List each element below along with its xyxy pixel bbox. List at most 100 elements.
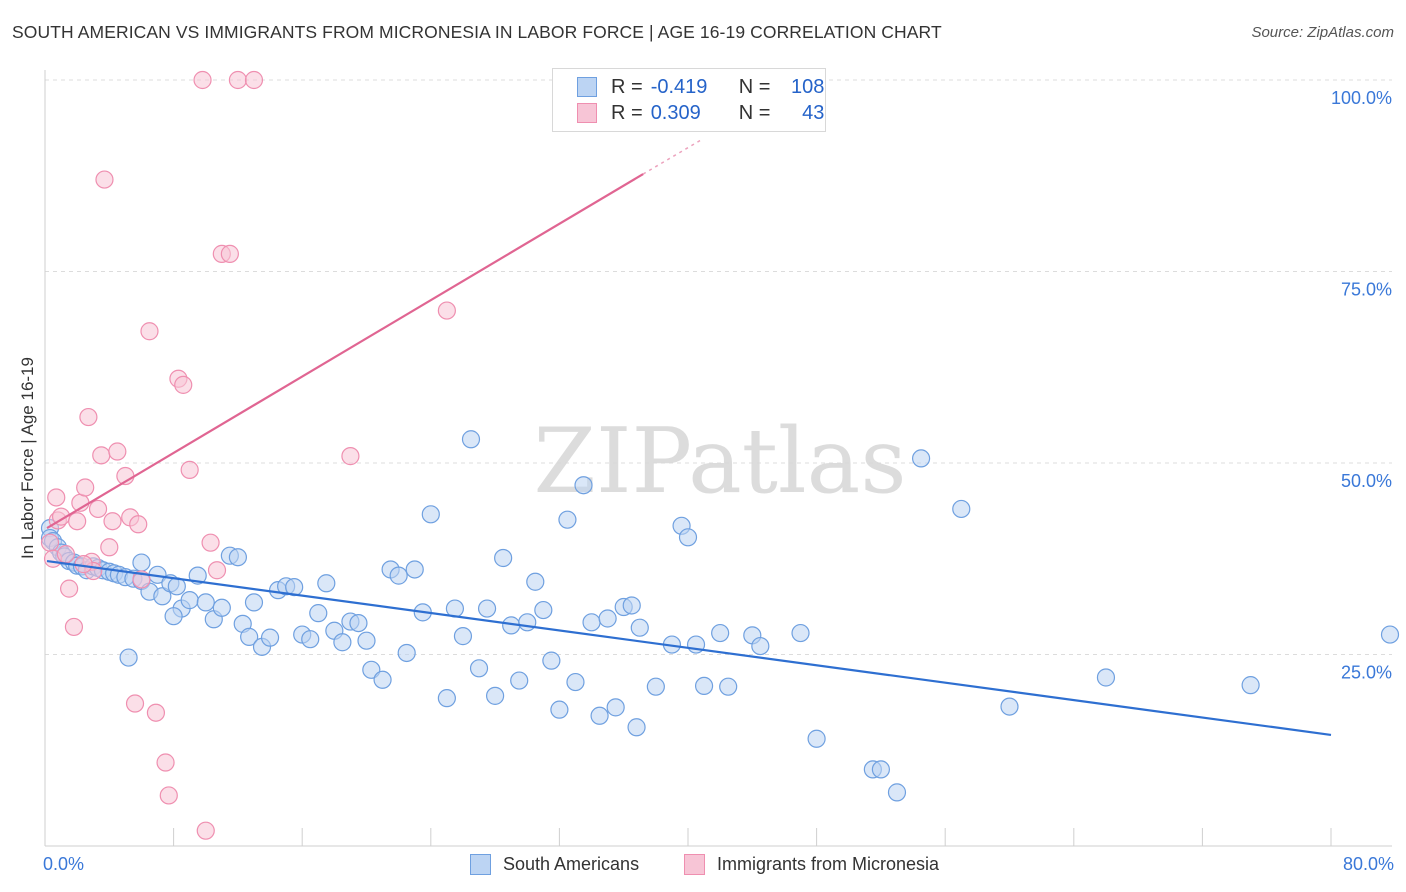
data-point [244, 593, 264, 612]
trend-line-south-americans [46, 559, 1332, 737]
series-micronesia [40, 70, 456, 840]
data-point [156, 753, 175, 772]
data-point [630, 618, 649, 637]
y-tick-label: 75.0% [1341, 280, 1392, 300]
data-point [244, 70, 264, 90]
y-tick-label: 25.0% [1341, 663, 1392, 683]
data-point [180, 460, 199, 479]
data-point [574, 476, 593, 495]
data-point [1096, 668, 1116, 687]
data-point [349, 613, 368, 633]
data-point [193, 70, 212, 90]
data-point [453, 627, 473, 646]
data-point [140, 322, 159, 341]
data-point [477, 599, 497, 618]
legend-label: South Americans [503, 853, 640, 874]
legend-swatch-blue [577, 77, 597, 97]
y-tick-label: 100.0% [1331, 88, 1392, 108]
data-point [79, 407, 98, 427]
x-tick-label: 80.0% [1343, 854, 1394, 874]
bottom-legend-micronesia: Immigrants from Micronesia [684, 852, 939, 876]
chart-title: SOUTH AMERICAN VS IMMIGRANTS FROM MICRON… [12, 22, 942, 42]
data-point [887, 783, 907, 802]
data-point [518, 613, 537, 632]
data-point [76, 478, 95, 497]
data-point [240, 627, 259, 646]
data-point [606, 698, 625, 717]
legend-swatch-pink [577, 103, 597, 123]
data-point [461, 430, 481, 449]
legend-swatch-pink [684, 853, 705, 875]
data-point [590, 706, 609, 725]
data-point [952, 499, 971, 519]
data-point [174, 375, 193, 394]
data-point [119, 648, 138, 667]
data-point [100, 538, 119, 557]
r-value: 0.309 [650, 101, 701, 124]
correlation-legend: R = -0.419 N = 108 R = 0.309 N = 43 [552, 68, 826, 132]
tick-labels: 25.0% 50.0% 75.0% 100.0% 0.0% 80.0% [43, 88, 1394, 874]
data-point [711, 623, 730, 643]
data-point [88, 499, 108, 519]
data-point [389, 566, 408, 585]
n-label: N = [738, 75, 771, 98]
legend-label: Immigrants from Micronesia [717, 853, 940, 874]
data-point [1241, 676, 1260, 695]
data-point [694, 676, 714, 696]
data-point [582, 613, 601, 632]
data-point [108, 442, 127, 461]
data-point [421, 505, 440, 524]
data-point [719, 677, 738, 696]
watermark: ZIPatlas [533, 409, 906, 514]
data-point [437, 301, 456, 320]
data-point [911, 449, 931, 468]
data-point [678, 528, 698, 547]
legend-row-south-americans: R = -0.419 N = 108 [577, 76, 824, 98]
n-label: N = [738, 101, 771, 124]
data-point [164, 607, 183, 626]
data-point [871, 760, 891, 779]
data-point [201, 533, 220, 552]
data-point [405, 560, 424, 579]
data-point [129, 515, 148, 534]
data-point [92, 446, 111, 465]
r-value: -0.419 [650, 75, 708, 98]
r-label: R = [611, 75, 643, 98]
data-point [437, 689, 456, 708]
axes [44, 70, 1392, 847]
data-point [180, 591, 199, 610]
data-point [341, 447, 360, 466]
data-point [1000, 697, 1019, 716]
data-point [646, 677, 665, 696]
legend-row-micronesia: R = 0.309 N = 43 [577, 102, 824, 124]
y-tick-label: 50.0% [1341, 471, 1392, 491]
data-point [260, 628, 280, 647]
data-point [397, 643, 416, 663]
data-point [627, 718, 646, 737]
chart-source: Source: ZipAtlas.com [1251, 24, 1394, 41]
data-point [317, 574, 336, 593]
n-value: 108 [791, 75, 825, 98]
data-point [566, 672, 585, 692]
data-point [103, 512, 122, 531]
data-point [196, 821, 215, 840]
x-tick-label: 0.0% [43, 854, 84, 874]
data-point [494, 548, 513, 568]
data-point [146, 703, 166, 722]
data-point [207, 561, 227, 580]
data-point [132, 553, 151, 572]
data-point [40, 533, 60, 552]
data-point [486, 686, 505, 705]
data-point [47, 488, 66, 507]
legend-swatch-blue [470, 853, 491, 875]
data-point [64, 617, 84, 637]
r-label: R = [611, 101, 643, 124]
data-point [196, 593, 215, 612]
data-point [333, 633, 352, 652]
data-point [125, 694, 145, 713]
data-point [526, 572, 545, 591]
data-point [60, 579, 79, 598]
data-point [807, 729, 826, 748]
data-point [68, 512, 87, 531]
